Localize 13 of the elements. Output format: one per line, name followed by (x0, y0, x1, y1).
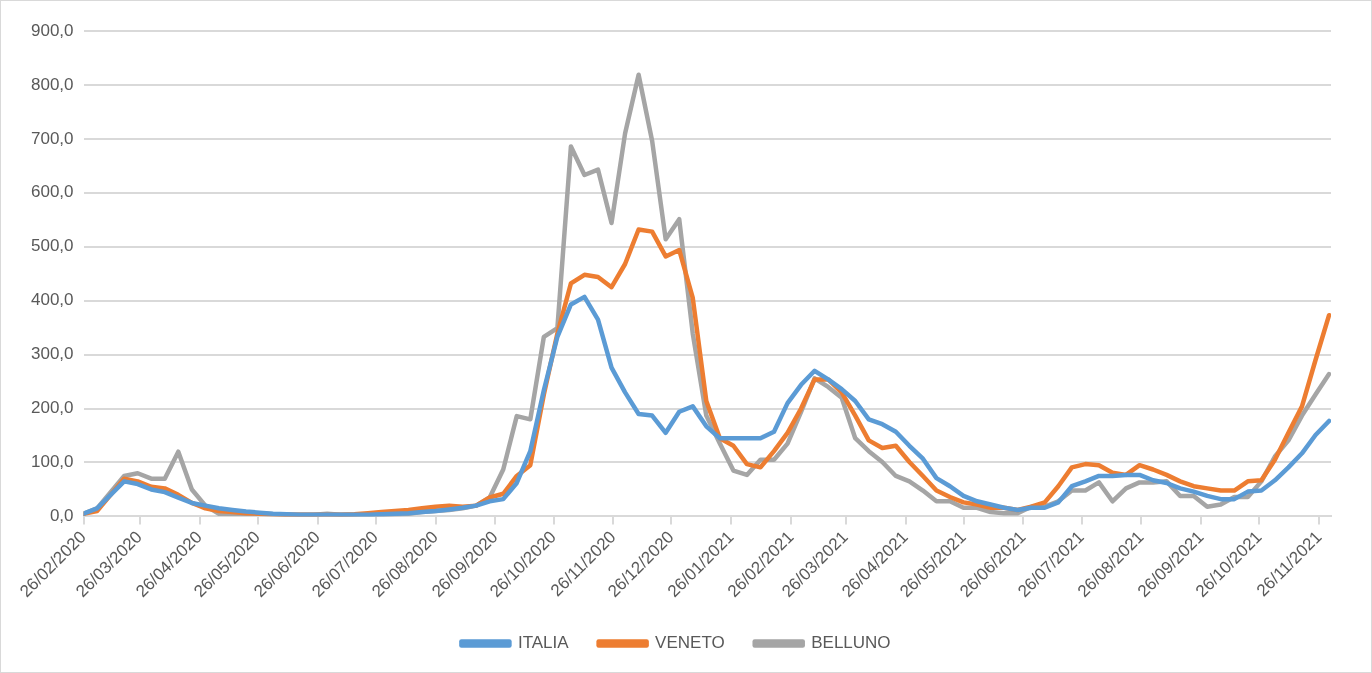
y-tick-label: 200,0 (30, 398, 74, 418)
y-tick-label: 800,0 (30, 74, 74, 94)
legend-label: VENETO (655, 633, 725, 653)
y-tick-label: 300,0 (30, 344, 74, 364)
legend-label: ITALIA (517, 633, 570, 653)
legend-label: BELLUNO (811, 633, 891, 653)
y-tick-label: 600,0 (30, 182, 74, 202)
y-tick-label: 900,0 (30, 20, 74, 40)
y-tick-label: 0,0 (49, 506, 74, 526)
y-tick-label: 100,0 (30, 452, 74, 472)
y-tick-label: 400,0 (30, 290, 74, 310)
y-tick-label: 500,0 (30, 236, 74, 256)
y-tick-label: 700,0 (30, 128, 74, 148)
